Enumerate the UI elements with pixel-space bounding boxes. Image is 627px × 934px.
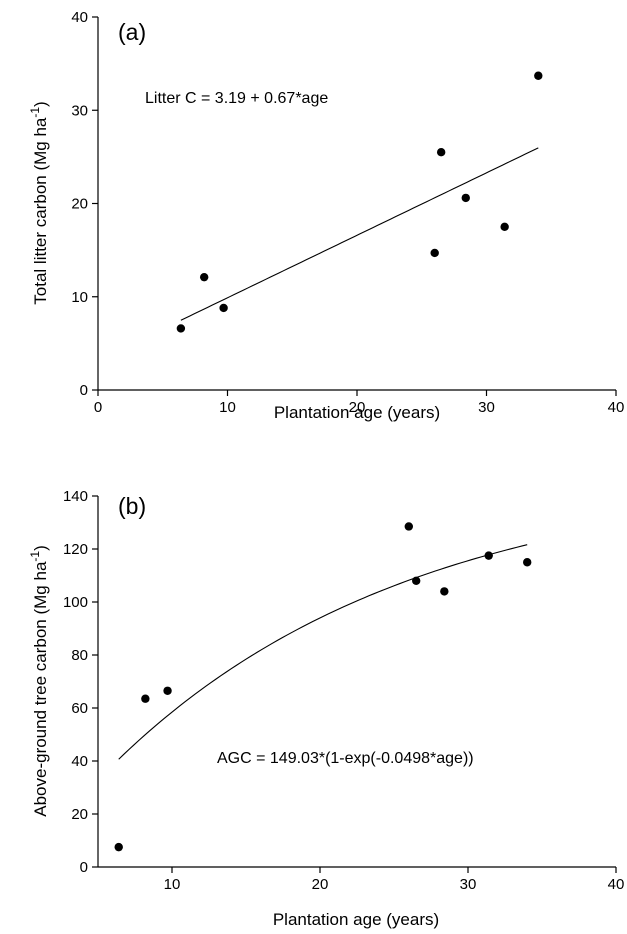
panel-a-y-tick-label: 40 xyxy=(71,9,88,26)
panel-b-y-tick-label: 0 xyxy=(80,859,88,876)
panel-a-y-axis-label: Total litter carbon (Mg ha-1) xyxy=(28,101,50,304)
panel-b-x-axis-label: Plantation age (years) xyxy=(273,910,439,929)
panel-b-x-tick-label: 30 xyxy=(460,876,477,893)
panel-b-data-point xyxy=(523,558,532,567)
panel-b-data-point xyxy=(114,842,123,852)
panel-a-y-tick-label: 30 xyxy=(71,102,88,119)
panel-b-y-tick-label: 80 xyxy=(71,647,88,664)
panel-a-x-tick-label: 10 xyxy=(219,399,236,416)
panel-a-data-point xyxy=(176,324,186,333)
panel-a-data-point xyxy=(500,222,509,232)
panel-b-data-point xyxy=(141,694,150,703)
panel-a-data-point xyxy=(199,272,209,282)
panel-a-fit-line xyxy=(180,147,539,321)
panel-a-y-tick-label: 10 xyxy=(71,289,88,306)
panel-b-y-tick-label: 60 xyxy=(71,700,88,717)
panel-a-equation: Litter C = 3.19 + 0.67*age xyxy=(145,90,328,107)
panel-b-data-point xyxy=(440,587,449,596)
panel-b-x-tick-label: 40 xyxy=(608,876,625,893)
panel-a-x-tick-label: 30 xyxy=(478,399,495,416)
panel-b-data-point xyxy=(484,551,493,560)
panel-a-x-tick-label: 0 xyxy=(94,399,102,416)
panel-b-y-tick-label: 40 xyxy=(71,753,88,770)
panel-b-label: (b) xyxy=(118,493,146,519)
panel-a-y-tick-label: 20 xyxy=(71,196,88,213)
panel-a-label: (a) xyxy=(118,19,146,45)
panel-a-chart: (a) Litter C = 3.19 + 0.67*age Plantatio… xyxy=(28,9,624,422)
panel-b-y-tick-label: 20 xyxy=(71,806,88,823)
panel-b-chart: (b) AGC = 149.03*(1-exp(-0.0498*age)) Pl… xyxy=(28,488,624,929)
panel-a-y-tick-label: 0 xyxy=(80,382,88,399)
panel-b-y-tick-label: 100 xyxy=(63,594,88,611)
panel-a-data-point xyxy=(430,248,439,258)
panel-b-data-point xyxy=(412,576,421,585)
panel-a-data-point xyxy=(219,303,228,313)
panel-a-x-tick-label: 40 xyxy=(608,399,625,416)
panel-b-data-point xyxy=(404,522,413,531)
panel-b-x-tick-label: 20 xyxy=(312,876,329,893)
panel-a-x-tick-label: 20 xyxy=(349,399,366,416)
panel-a-x-axis-label: Plantation age (years) xyxy=(274,403,440,422)
panel-b-equation: AGC = 149.03*(1-exp(-0.0498*age)) xyxy=(217,750,474,767)
panel-b-y-tick-label: 120 xyxy=(63,541,88,558)
panel-b-y-axis-label: Above-ground tree carbon (Mg ha-1) xyxy=(28,545,50,817)
panel-a-data-point xyxy=(534,71,543,80)
panel-a-data-point xyxy=(436,148,446,157)
panel-a-data-point xyxy=(461,193,470,203)
panel-b-fit-line xyxy=(118,544,528,760)
panel-b-y-tick-label: 140 xyxy=(63,488,88,505)
panel-b-x-tick-label: 10 xyxy=(164,876,181,893)
panel-b-data-point xyxy=(163,686,172,695)
